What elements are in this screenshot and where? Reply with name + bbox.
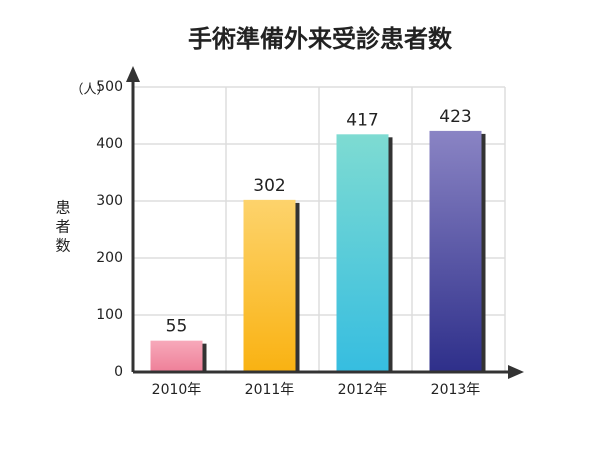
data-label: 417 <box>346 110 378 130</box>
y-tick-label: 500 <box>96 79 123 95</box>
x-tick-label: 2013年 <box>431 382 481 398</box>
axes <box>126 66 524 379</box>
bars <box>150 130 486 372</box>
bar <box>336 134 389 372</box>
y-tick-label: 0 <box>114 364 123 380</box>
x-tick-label: 2012年 <box>338 382 388 398</box>
y-axis-label: 患者数 <box>54 200 72 257</box>
bar <box>429 130 482 372</box>
x-tick-label: 2010年 <box>152 382 202 398</box>
x-tick-label: 2011年 <box>245 382 295 398</box>
bar <box>243 199 296 372</box>
chart-title: 手術準備外来受診患者数 <box>188 25 453 53</box>
y-tick-label: 400 <box>96 136 123 152</box>
bar <box>150 340 203 372</box>
x-axis-arrow <box>508 365 524 379</box>
y-tick-label: 200 <box>96 250 123 266</box>
y-tick-label: 300 <box>96 193 123 209</box>
y-tick-label: 100 <box>96 307 123 323</box>
data-label: 302 <box>253 176 285 196</box>
y-unit: （人） <box>70 83 109 98</box>
data-label: 423 <box>439 107 471 127</box>
y-axis-arrow <box>126 66 140 82</box>
data-label: 55 <box>166 317 188 337</box>
